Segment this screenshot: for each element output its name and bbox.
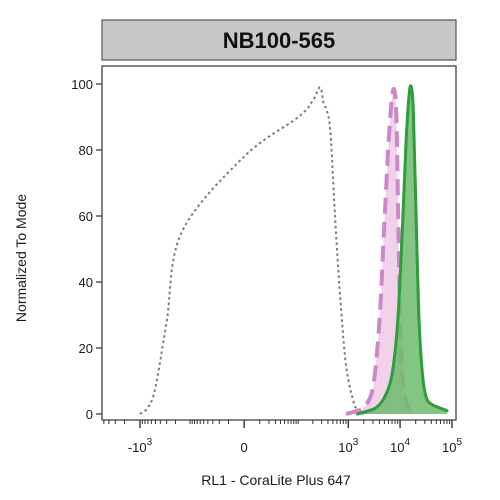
y-tick-label: 80 <box>79 143 93 158</box>
title-strip <box>101 19 457 61</box>
series-solid-line <box>355 84 449 416</box>
x-tick-label: -103 <box>128 437 153 455</box>
y-axis: 0 20 40 60 80 100 <box>71 77 102 422</box>
x-tick-label: 104 <box>390 437 410 455</box>
y-axis-title: Normalized To Mode <box>13 194 29 322</box>
x-tick-label: 103 <box>338 437 358 455</box>
x-axis-title: RL1 - CoraLite Plus 647 <box>201 472 351 488</box>
series-dotted-line <box>139 86 365 415</box>
y-tick-label: 40 <box>79 275 93 290</box>
x-tick-label: 105 <box>442 437 462 455</box>
y-tick-label: 60 <box>79 209 93 224</box>
series-layer <box>139 84 449 416</box>
chart-title: NB100-565 <box>223 28 336 53</box>
y-tick-label: 20 <box>79 341 93 356</box>
x-tick-label: 0 <box>241 440 248 455</box>
x-axis: -103 0 103 104 105 <box>103 420 462 455</box>
y-tick-label: 100 <box>71 77 93 92</box>
y-tick-label: 0 <box>86 407 93 422</box>
